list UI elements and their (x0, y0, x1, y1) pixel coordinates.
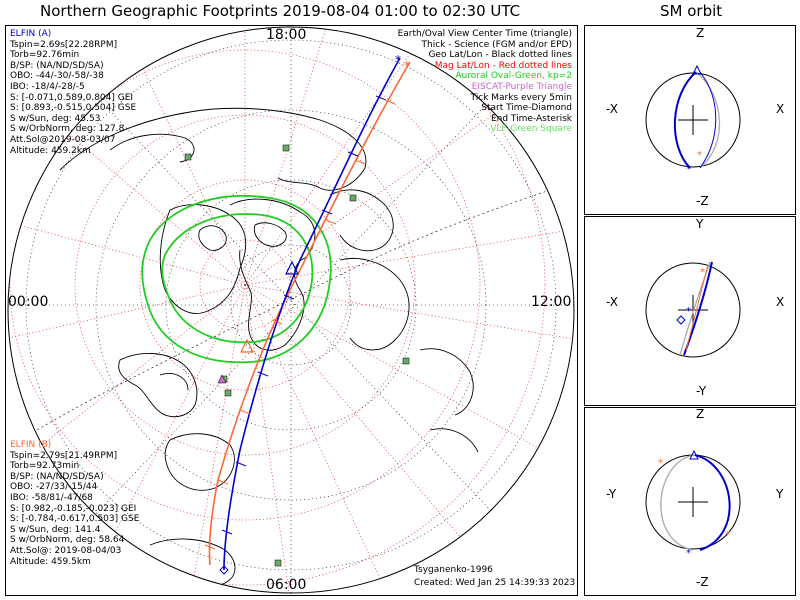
elfin-b-bsp: B/SP: (NA/ND/SD/SA) (10, 471, 104, 482)
sm3-label-top: Z (696, 407, 705, 421)
svg-text:*: * (700, 267, 705, 278)
elfin-a-torb: Torb=92.76min (10, 50, 80, 61)
sm-orbit-title: SM orbit (660, 2, 723, 20)
elfin-b-name: ELFIN (B) (10, 440, 52, 450)
elfin-a-end-asterisk: * (395, 53, 401, 67)
sm1-label-left: -X (606, 102, 618, 116)
elfin-b-tspin: Tspin=2.79s[21.49RPM] (10, 450, 118, 461)
elfin-a-ibo: IBO: -18/4/-28/-5 (10, 81, 85, 92)
elfin-a-sun-angle: S w/Sun, deg: 45.53 (10, 113, 101, 124)
svg-text:*: * (725, 530, 730, 541)
elfin-a-obo: OBO: -44/-30/-58/-38 (10, 71, 104, 82)
svg-text:*: * (697, 150, 702, 161)
elfin-b-orbnorm-angle: S w/OrbNorm, deg: 58.64 (10, 535, 125, 546)
time-label-top: 18:00 (266, 27, 307, 43)
elfin-b-spin-gse: S: [-0.784,-0.617,0.503] GSE (10, 514, 140, 525)
legend-end-time: End Time-Asterisk (490, 113, 572, 124)
legend-geo-grid: Geo Lat/Lon - Black dotted lines (428, 50, 572, 61)
sm-panel-yz (584, 407, 796, 596)
legend-vlf: VLF-Green Square (490, 124, 572, 135)
svg-text:*: * (686, 306, 691, 317)
legend-auroral-oval: Auroral Oval-Green, kp=2 (455, 71, 572, 82)
elfin-a-center-triangle (285, 260, 299, 275)
elfin-b-center-triangle (240, 338, 254, 353)
elfin-b-torb: Torb=92.73min (10, 461, 80, 472)
created-label: Created: Wed Jan 25 14:39:33 2023 (414, 578, 576, 588)
legend-start-time: Start Time-Diamond (481, 103, 572, 114)
legend-view-center: Earth/Oval View Center Time (triangle) (397, 29, 572, 39)
time-label-right: 12:00 (531, 294, 572, 310)
elfin-a-info: ELFIN (A) Tspin=2.69s[22.28RPM] Torb=92.… (10, 29, 136, 156)
elfin-a-ticks (221, 95, 387, 535)
elfin-b-ibo: IBO: -58/81/-47/68 (10, 492, 93, 503)
sm-panel-xz (584, 25, 796, 215)
elfin-a-start-diamond (219, 565, 229, 575)
auroral-oval (141, 195, 332, 364)
elfin-b-track (208, 61, 411, 566)
time-label-bottom: 06:00 (266, 577, 307, 593)
elfin-a-name: ELFIN (A) (10, 29, 52, 39)
elfin-b-altitude: Altitude: 459.5km (10, 556, 91, 567)
elfin-a-track (223, 57, 401, 571)
legend-eiscat: EISCAT-Purple Triangle (471, 81, 572, 92)
model-label: Tsyganenko-1996 (414, 565, 493, 575)
svg-text:*: * (686, 164, 691, 175)
elfin-b-end-asterisk: * (404, 59, 410, 73)
elfin-a-tspin: Tspin=2.69s[22.28RPM] (10, 39, 118, 50)
elfin-a-bsp: B/SP: (NA/ND/SD/SA) (10, 60, 104, 71)
elfin-b-attsol: Att.Sol@: 2019-08-04/03 (10, 545, 122, 556)
legend-mag-grid: Mag Lat/Lon - Red dotted lines (434, 60, 572, 71)
sm1-label-top: Z (696, 26, 705, 40)
sm3-label-bottom: -Z (696, 575, 709, 589)
sm1-label-right: X (776, 102, 785, 116)
elfin-a-spin-gei: S: [-0.071,0.589,0.804] GEI (10, 92, 134, 103)
sm-plot-xy: * * (645, 261, 741, 358)
eiscat-triangle (217, 374, 227, 384)
sm-plot-yz: * * * (645, 449, 741, 559)
elfin-b-info: ELFIN (B) Tspin=2.79s[21.49RPM] Torb=92.… (10, 440, 139, 567)
sm2-label-top: Y (696, 217, 704, 231)
svg-text:*: * (658, 458, 663, 469)
svg-text:*: * (686, 548, 691, 559)
legend-tick-marks: Tick Marks every 5min (470, 92, 572, 103)
footprint-map-panel (5, 25, 578, 596)
sm2-label-left: -X (606, 295, 618, 309)
elfin-a-attsol: Att.Sol@2019-08-03/07 (10, 134, 116, 145)
main-title: Northern Geographic Footprints 2019-08-0… (40, 2, 521, 20)
time-label-left: 00:00 (8, 294, 49, 310)
elfin-b-sun-angle: S w/Sun, deg: 141.4 (10, 524, 101, 535)
elfin-b-ticks (204, 99, 396, 550)
sm2-label-bottom: -Y (696, 384, 707, 398)
elfin-a-spin-gse: S: [0.893,-0.515,0.504] GSE (10, 103, 137, 114)
geo-grid (8, 27, 574, 593)
terminator-line (19, 179, 574, 441)
elfin-a-altitude: Altitude: 459.2km (10, 145, 91, 156)
legend: Earth/Oval View Center Time (triangle) T… (398, 29, 572, 135)
elfin-b-obo: OBO: -27/33/-15/44 (10, 482, 98, 493)
coastlines (59, 107, 479, 586)
sm-plot-xz: * * (645, 64, 741, 175)
sm1-label-bottom: -Z (696, 194, 709, 208)
sm3-label-left: -Y (606, 487, 617, 501)
sm3-label-right: Y (776, 487, 784, 501)
elfin-b-spin-gei: S: [0.982,-0.185,-0.023] GEI (10, 503, 137, 514)
elfin-a-orbnorm-angle: S w/OrbNorm, deg: 127.8 (10, 124, 125, 135)
legend-science: Thick - Science (FGM and/or EPD) (421, 39, 572, 50)
sm-panel-xy (584, 216, 796, 406)
sm2-label-right: X (776, 295, 785, 309)
